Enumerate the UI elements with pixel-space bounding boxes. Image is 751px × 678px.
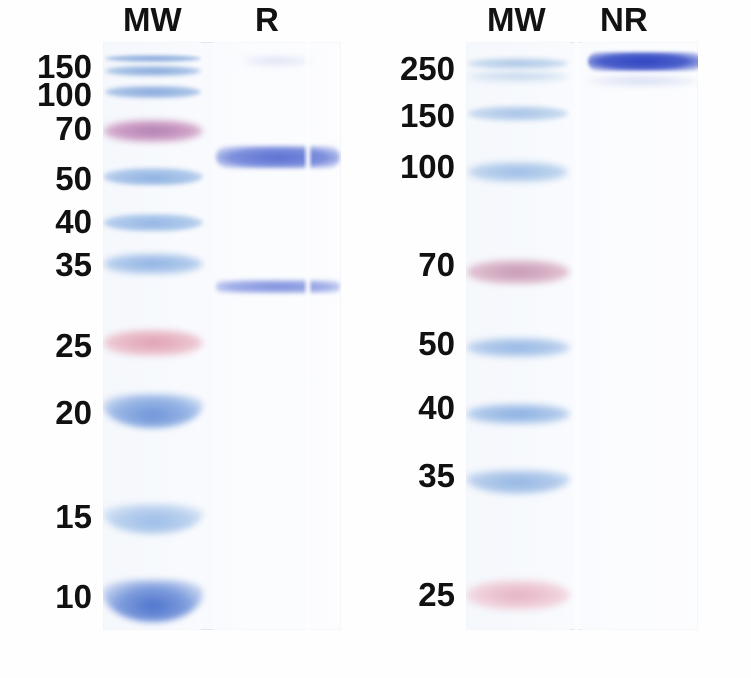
mw-label-40-left: 40 [55,203,92,240]
gel-image-right [466,42,698,630]
mw-label-35-right: 35 [418,457,455,494]
mw-label-100-right: 100 [399,148,455,185]
lane-sample-nr [582,42,698,630]
mw-label-10-left: 10 [55,578,92,615]
lane-header-nr: NR [600,1,648,38]
lane-ladder-right [466,42,570,630]
lane-header-mw-right: MW [487,1,546,38]
mw-label-50-right: 50 [418,325,455,362]
lane-header-r: R [255,1,279,38]
mw-label-100-left: 100 [36,76,92,113]
mw-label-25-right: 25 [418,576,455,613]
mw-label-25-left: 25 [55,327,92,364]
lane-header-mw-left: MW [123,1,182,38]
mw-label-70-left: 70 [55,110,92,147]
gel-image-left [103,42,341,630]
gel-panel-left: MW R 150 100 70 50 40 35 25 20 15 10 [0,0,375,678]
lane-sample-r [213,42,341,630]
lane-ladder-left [103,42,201,630]
gel-panel-right: MW NR 250 150 100 70 50 40 35 25 [375,0,751,678]
mw-label-250-right: 250 [399,50,455,87]
mw-label-70-right: 70 [418,246,455,283]
mw-label-150-left: 150 [36,48,92,85]
mw-label-50-left: 50 [55,160,92,197]
mw-label-40-right: 40 [418,389,455,426]
mw-label-150-right: 150 [399,97,455,134]
mw-label-15-left: 15 [55,498,92,535]
mw-label-35-left: 35 [55,246,92,283]
mw-label-20-left: 20 [55,394,92,431]
